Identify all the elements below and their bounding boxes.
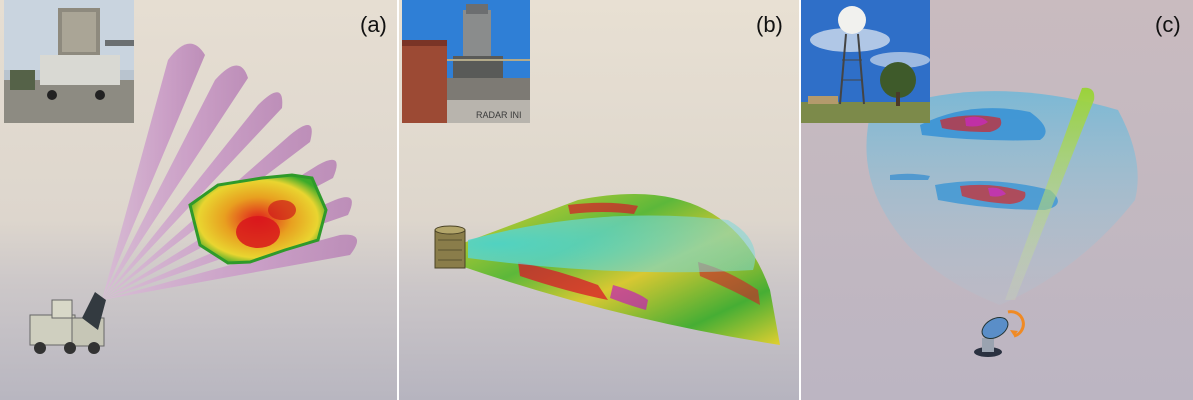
vertical-beam [1005,87,1095,300]
panel-a-scene [0,0,398,400]
rotating-dish-icon [974,310,1025,357]
beam-lobe [102,234,358,300]
photo-inset-truck [4,0,134,123]
panel-label: (b) [756,12,783,37]
sector-scan [458,194,780,345]
beam-lobe [102,65,248,301]
panel-separator [397,0,399,400]
panel-b-scene: RADAR INI [398,0,800,400]
panel-a: (a) [0,0,398,400]
panel-separator [799,0,801,400]
beam-lobe [102,92,283,300]
panel-label: (a) [360,12,387,37]
building-sign-text: RADAR INI [476,110,522,120]
reflectivity-patch [188,173,328,265]
beam-lobe [102,43,205,301]
panel-c-scene [800,0,1193,400]
panel-c: (c) [800,0,1193,400]
radar-truck-icon [29,292,106,354]
panel-label: (c) [1155,12,1181,37]
photo-inset-radome [800,0,930,123]
photo-inset-building: RADAR INI [402,0,530,123]
panel-b: RADAR INI (b) [398,0,800,400]
cylindrical-radar-icon [434,225,466,269]
